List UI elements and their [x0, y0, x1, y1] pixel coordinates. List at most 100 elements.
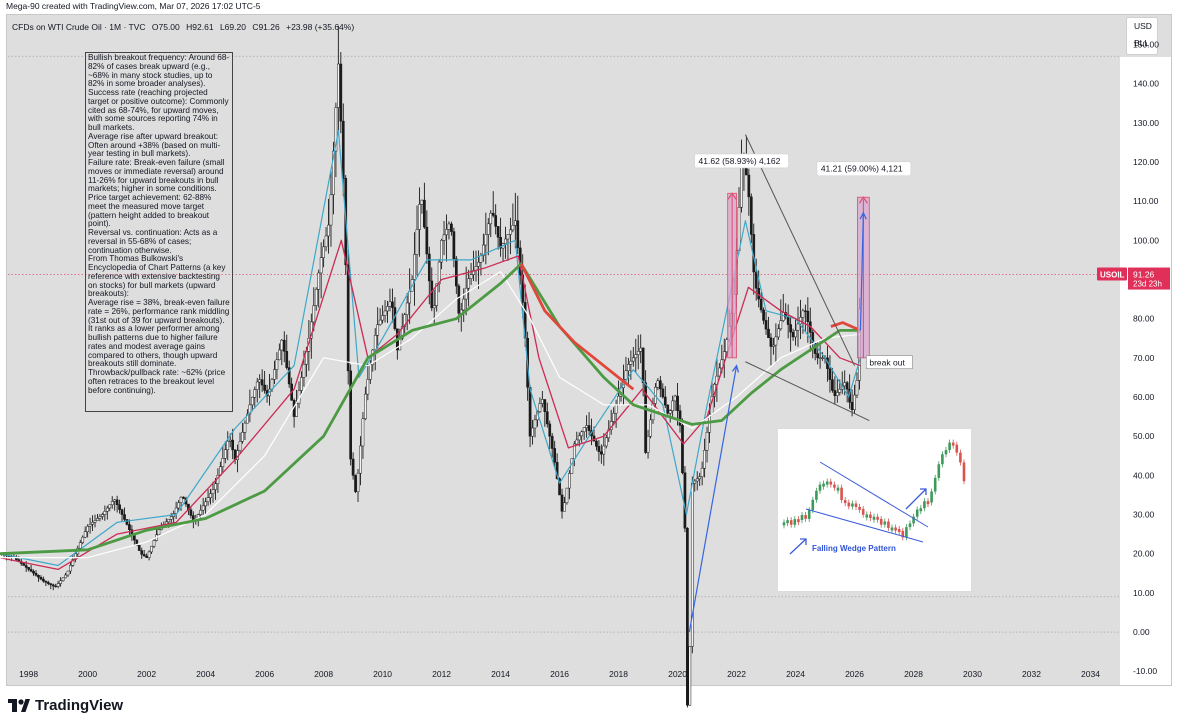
price-candle-body — [322, 246, 325, 258]
bar-countdown: 23d 23h — [1133, 280, 1162, 289]
price-candle-body — [781, 312, 785, 321]
projection-arrow[interactable] — [688, 365, 738, 633]
price-candle-body — [511, 225, 515, 231]
price-candle-body — [442, 234, 446, 241]
price-candle-body — [83, 531, 87, 538]
price-candle-body — [445, 229, 448, 236]
price-candle-body — [740, 163, 743, 208]
price-candle-body — [568, 473, 571, 489]
price-candle-body — [96, 518, 99, 521]
last-price-value: 91.26 — [1133, 270, 1155, 280]
price-candle-body — [341, 120, 345, 179]
annotation-line: Bullish breakout frequency: Around 68-82… — [88, 53, 230, 89]
price-candle-body — [796, 323, 800, 331]
symbol-tag[interactable] — [1097, 267, 1127, 281]
inset-candle — [836, 487, 840, 491]
price-candle-body — [506, 234, 510, 240]
price-candle-body — [209, 493, 212, 498]
price-candle-body — [280, 339, 284, 351]
price-candle-body — [494, 215, 498, 227]
inset-candle — [793, 519, 797, 525]
projection-arrowhead — [731, 364, 740, 373]
price-candle-body — [469, 274, 473, 279]
price-candle-body — [853, 394, 856, 410]
price-candle-body — [737, 206, 741, 252]
price-scale[interactable] — [1120, 57, 1171, 685]
inset-candle — [807, 510, 811, 519]
wedge-upper-line[interactable] — [744, 134, 855, 366]
inset-candle — [869, 514, 872, 519]
projection-arrow[interactable] — [859, 212, 864, 331]
price-candle-body — [71, 559, 75, 566]
y-tick-label: 140.00 — [1133, 79, 1159, 89]
price-candle-body — [720, 359, 724, 369]
price-candle-body — [816, 353, 820, 359]
price-candle-body — [440, 240, 443, 263]
price-candle-body — [558, 478, 561, 496]
price-candle-body — [105, 507, 109, 512]
x-tick-label: 2008 — [314, 669, 333, 679]
price-candle-body — [373, 335, 377, 351]
price-candle-body — [388, 301, 392, 307]
price-candle-body — [302, 364, 306, 378]
price-candle-body — [646, 435, 650, 453]
price-candle-body — [69, 565, 72, 572]
symbol-name[interactable]: CFDs on WTI Crude Oil · 1M · TVC — [12, 22, 146, 32]
price-candle-body — [467, 278, 470, 289]
inset-arrow-right — [905, 488, 927, 510]
inset-candle — [890, 527, 894, 531]
price-candle-body — [120, 509, 124, 515]
price-candle-body — [754, 271, 758, 289]
inset-candle — [912, 516, 915, 524]
x-tick-label: 2018 — [609, 669, 628, 679]
moving-average-slow — [0, 271, 861, 559]
inset-candle — [829, 481, 833, 485]
price-candle-body — [636, 351, 640, 355]
measured-move-label: 41.62 (58.93%) 4,162 — [699, 156, 781, 166]
price-candle-body — [450, 223, 453, 232]
y-tick-label: 110.00 — [1133, 196, 1159, 206]
price-candle-body — [418, 204, 421, 230]
price-candle-body — [246, 413, 249, 424]
price-candle-body — [150, 545, 153, 553]
price-candle-body — [580, 431, 584, 437]
price-candle-body — [747, 174, 751, 198]
price-candle-body — [791, 331, 795, 338]
price-candle-body — [550, 435, 554, 449]
price-candle-body — [759, 298, 763, 311]
tradingview-logo[interactable]: TradingView — [8, 697, 123, 714]
x-tick-label: 2024 — [786, 669, 805, 679]
inset-candle — [861, 509, 865, 515]
price-candle-body — [681, 425, 684, 474]
price-candle-body — [46, 582, 50, 584]
price-candle-body — [334, 107, 338, 152]
price-candle-body — [34, 573, 38, 576]
unit-label: BLL — [1134, 38, 1150, 48]
price-candle-body — [516, 220, 520, 249]
x-tick-label: 2000 — [78, 669, 97, 679]
measured-move-arrowhead — [858, 196, 868, 204]
currency-label: USD — [1134, 21, 1152, 31]
wedge-lower-line[interactable] — [745, 361, 870, 421]
text-annotation[interactable]: Bullish breakout frequency: Around 68-82… — [85, 52, 233, 412]
price-candle-body — [639, 347, 643, 352]
price-candle-body — [676, 395, 679, 411]
price-candle-body — [479, 255, 483, 263]
currency-unit-box[interactable]: USD BLL — [1126, 17, 1158, 55]
price-candle-body — [226, 441, 230, 451]
inset-candle — [789, 520, 793, 525]
close-value: C91.26 — [252, 22, 280, 32]
last-price-tag[interactable] — [1128, 267, 1170, 290]
falling-wedge-inset: Falling Wedge Pattern — [777, 428, 972, 592]
price-candle-body — [570, 458, 574, 474]
open-value: O75.00 — [151, 22, 180, 32]
price-candle-body — [452, 231, 456, 260]
price-candle-body — [383, 310, 387, 316]
price-candle-body — [533, 419, 537, 429]
price-candle-body — [774, 336, 778, 346]
chart-pane[interactable] — [6, 14, 1172, 686]
inset-candle — [905, 527, 908, 538]
price-candle-body — [135, 539, 139, 546]
price-candle-body — [776, 328, 780, 338]
